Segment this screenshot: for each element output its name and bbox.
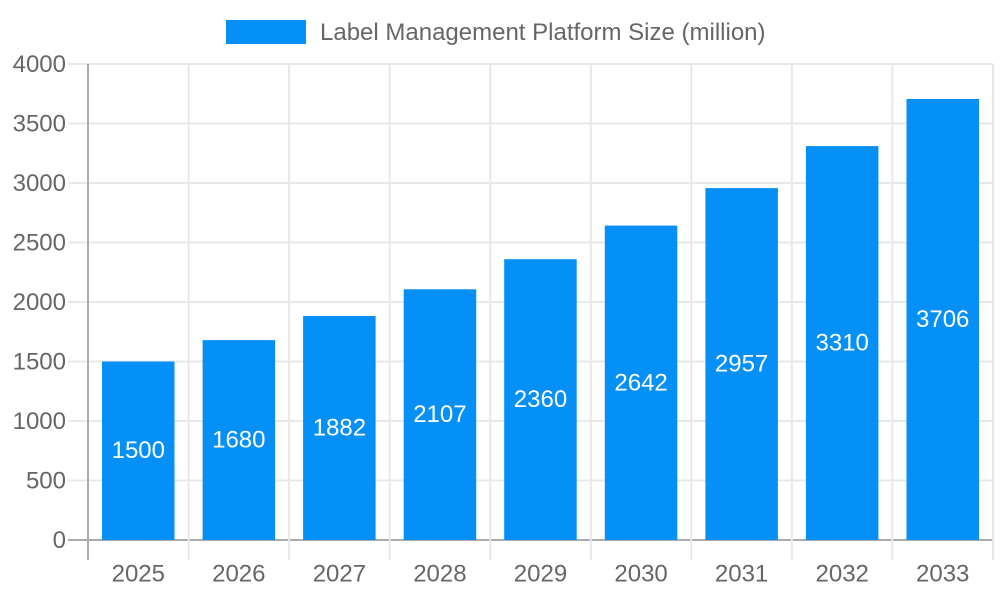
svg-text:1500: 1500	[13, 349, 66, 376]
svg-text:2030: 2030	[614, 561, 667, 588]
svg-text:3000: 3000	[13, 170, 66, 197]
svg-text:2028: 2028	[413, 561, 466, 588]
svg-text:1882: 1882	[313, 415, 366, 442]
svg-text:2500: 2500	[13, 230, 66, 257]
svg-text:3310: 3310	[816, 330, 869, 357]
svg-text:2107: 2107	[413, 401, 466, 428]
svg-text:0: 0	[53, 527, 66, 554]
svg-text:1680: 1680	[212, 427, 265, 454]
svg-text:2033: 2033	[916, 561, 969, 588]
svg-text:2032: 2032	[816, 561, 869, 588]
svg-text:2957: 2957	[715, 351, 768, 378]
svg-text:4000: 4000	[13, 51, 66, 78]
svg-text:3706: 3706	[916, 306, 969, 333]
svg-text:3500: 3500	[13, 111, 66, 138]
svg-text:1000: 1000	[13, 408, 66, 435]
svg-text:500: 500	[26, 468, 66, 495]
svg-text:Label Management Platform Size: Label Management Platform Size (million)	[320, 19, 766, 46]
svg-text:1500: 1500	[112, 437, 165, 464]
svg-text:2029: 2029	[514, 561, 567, 588]
svg-text:2360: 2360	[514, 386, 567, 413]
svg-text:2026: 2026	[212, 561, 265, 588]
svg-text:2642: 2642	[614, 369, 667, 396]
svg-text:2031: 2031	[715, 561, 768, 588]
svg-text:2025: 2025	[112, 561, 165, 588]
svg-text:2027: 2027	[313, 561, 366, 588]
svg-text:2000: 2000	[13, 289, 66, 316]
